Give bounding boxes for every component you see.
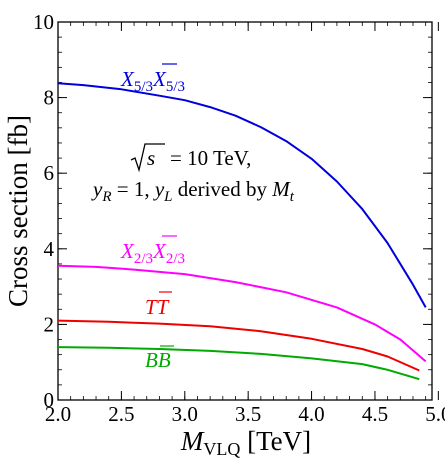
x-tick-label: 5.0	[425, 402, 445, 426]
y-axis-label: Cross section [fb]	[3, 115, 33, 307]
label-x53: X5/3X5/3	[120, 63, 185, 95]
series-line-1	[57, 264, 427, 363]
svg-text:X5/3X5/3: X5/3X5/3	[120, 67, 185, 95]
svg-text:TT: TT	[145, 295, 170, 319]
sqrt-sign	[130, 143, 165, 173]
x-tick-label: 2.0	[45, 402, 71, 426]
series-line-3	[57, 346, 420, 381]
svg-text:BB: BB	[145, 348, 171, 372]
series-line-2	[57, 319, 420, 372]
energy-annotation: s = 10 TeV, yR = 1, yL derived by Mt	[91, 143, 295, 205]
svg-text:yR = 1, yL derived by Mt: yR = 1, yL derived by Mt	[91, 177, 295, 205]
y-tick-label: 2	[44, 312, 55, 336]
label-bb: BB	[145, 345, 174, 372]
x-tick-label: 4.0	[298, 402, 324, 426]
x-tick-label: 2.5	[108, 402, 134, 426]
y-tick-label: 4	[44, 237, 55, 261]
svg-text:X2/3X2/3: X2/3X2/3	[120, 239, 185, 267]
svg-text:s: s	[147, 146, 155, 170]
series-lines	[57, 82, 427, 381]
label-x23: X2/3X2/3	[120, 235, 185, 267]
y-tick-label: 10	[33, 10, 54, 34]
y-tick-label: 0	[44, 388, 55, 412]
series-line-0	[57, 82, 427, 308]
y-tick-label: 8	[44, 86, 55, 110]
y-tick-label: 6	[44, 161, 55, 185]
x-axis-label: MVLQ [TeV]	[180, 426, 311, 458]
svg-text:= 10 TeV,: = 10 TeV,	[170, 146, 251, 170]
plot-frame	[57, 21, 433, 401]
x-tick-label: 3.5	[235, 402, 261, 426]
x-tick-label: 4.5	[362, 402, 388, 426]
x-tick-label: 3.0	[172, 402, 198, 426]
label-tt: TT	[145, 291, 172, 319]
axis-ticks: 2.0 2.5 3.0 3.5 4.0 4.5 5.0 0 2 4 6 8 10	[33, 10, 445, 426]
